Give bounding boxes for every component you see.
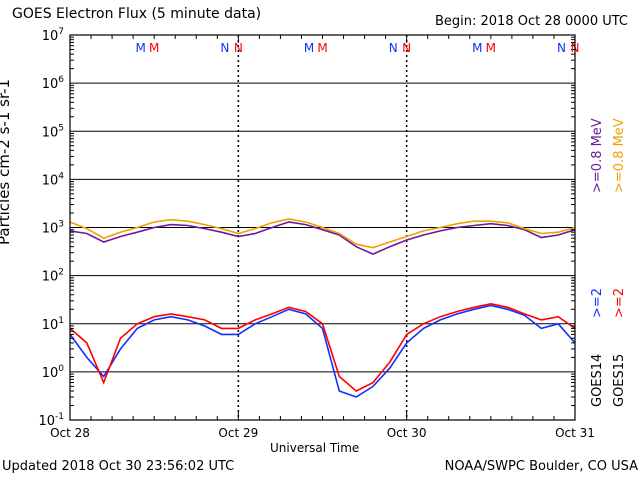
series-goes14-08 [69,221,576,255]
label-goes15-sat: GOES15 [612,354,627,407]
orbit-marker: M [486,41,496,55]
orbit-marker: M [304,41,314,55]
y-tick-label: 105 [42,123,64,140]
label-goes15-08-text: >=0.8 MeV [612,118,627,193]
orbit-marker: N [557,41,566,55]
x-tick-label: Oct 30 [387,426,427,440]
y-tick-label: 106 [42,75,65,92]
orbit-marker: N [389,41,398,55]
y-tick-label: 100 [42,364,65,381]
chart-title: GOES Electron Flux (5 minute data) [12,6,262,22]
y-tick-label: 103 [42,220,64,237]
x-tick-label: Oct 31 [555,426,595,440]
label-goes14-08: >=0.8 MeV [590,118,605,193]
label-goes15-2: >=2 [612,288,627,318]
label-goes14-2-text: >=2 [590,287,605,318]
y-tick-label: 107 [42,27,64,44]
orbit-marker: N [234,41,243,55]
orbit-marker: M [317,41,327,55]
y-axis-label: Particles cm-2 s-1 sr-1 [0,79,13,245]
orbit-marker: M [136,41,146,55]
series-layer [69,218,576,398]
label-goes14-sat-text: GOES14 [590,353,605,407]
series-goes15-08 [69,218,576,249]
x-axis-label: Universal Time [270,441,360,455]
label-goes14-08-text: >=0.8 MeV [590,118,605,193]
orbit-marker: M [149,41,159,55]
updated-timestamp: Updated 2018 Oct 30 23:56:02 UTC [2,459,235,474]
credit-text: NOAA/SWPC Boulder, CO USA [444,459,638,474]
y-tick-label: 101 [42,316,64,333]
series-goes14-2 [69,304,576,398]
x-tick-label: Oct 28 [50,426,90,440]
y-axis-label-text: Particles cm-2 s-1 sr-1 [0,78,13,245]
y-tick-label: 104 [42,171,65,188]
orbit-marker: N [220,41,229,55]
label-goes15-sat-text: GOES15 [612,353,627,407]
label-goes15-2-text: >=2 [612,287,627,318]
series-goes15-2 [69,302,576,392]
orbit-marker: N [402,41,411,55]
x-tick-label: Oct 29 [218,426,258,440]
y-tick-label: 10-1 [38,412,64,429]
plot-frame [69,34,576,421]
label-goes14-sat: GOES14 [590,354,605,407]
begin-time: Begin: 2018 Oct 28 0000 UTC [434,14,628,29]
y-tick-label: 102 [42,268,64,285]
label-goes14-2: >=2 [590,288,605,318]
orbit-marker: M [472,41,482,55]
label-goes15-08: >=0.8 MeV [612,118,627,193]
